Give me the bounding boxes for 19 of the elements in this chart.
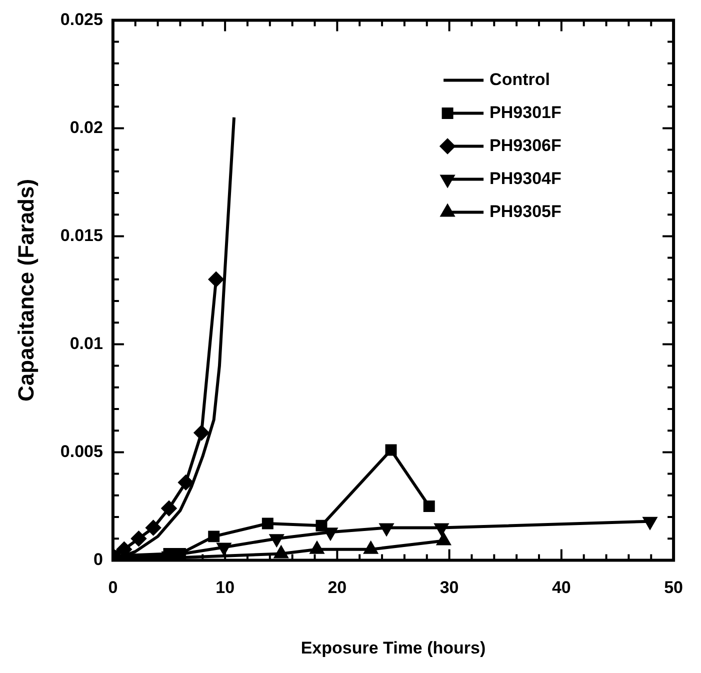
x-tick-label: 0 (108, 578, 118, 598)
x-axis-title: Exposure Time (hours) (300, 638, 486, 658)
y-tick-label: 0.025 (60, 10, 103, 29)
legend-label: PH9301F (490, 102, 562, 122)
y-tick-label: 0.02 (70, 118, 103, 137)
legend-label: PH9304F (490, 168, 562, 188)
y-tick-label: 0.01 (70, 334, 103, 353)
y-tick-label: 0.015 (60, 226, 103, 245)
x-tick-label: 30 (440, 578, 459, 598)
legend-label: PH9305F (490, 202, 562, 221)
x-tick-label: 10 (216, 578, 235, 598)
x-tick-label: 20 (328, 578, 347, 598)
legend-label: PH9306F (490, 136, 562, 155)
y-tick-label: 0.005 (60, 442, 103, 461)
y-axis-title: Capacitance (Farads) (13, 178, 38, 402)
x-tick-label: 40 (552, 578, 571, 598)
legend-label: Control (490, 70, 550, 89)
x-tick-label: 50 (664, 578, 684, 598)
y-tick-label: 0 (93, 550, 103, 569)
